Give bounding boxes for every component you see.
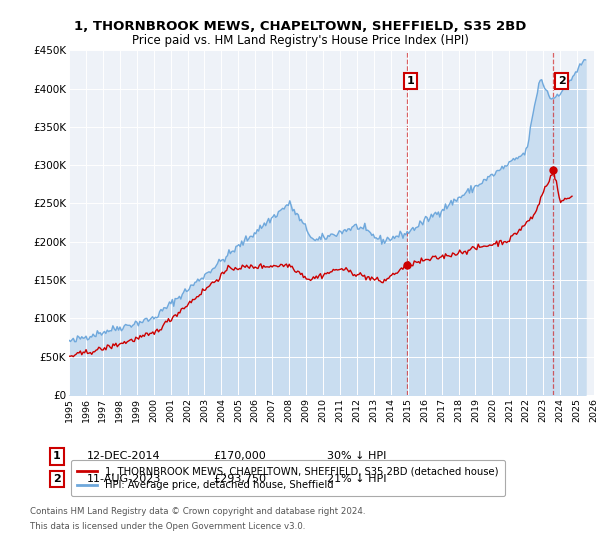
Text: 1: 1: [53, 451, 61, 461]
Text: 11-AUG-2023: 11-AUG-2023: [87, 474, 161, 484]
Text: £293,750: £293,750: [213, 474, 266, 484]
Text: 1: 1: [406, 76, 414, 86]
Text: Price paid vs. HM Land Registry's House Price Index (HPI): Price paid vs. HM Land Registry's House …: [131, 34, 469, 46]
Text: 2: 2: [53, 474, 61, 484]
Text: 2: 2: [558, 76, 566, 86]
Text: This data is licensed under the Open Government Licence v3.0.: This data is licensed under the Open Gov…: [30, 522, 305, 531]
Text: 12-DEC-2014: 12-DEC-2014: [87, 451, 161, 461]
Text: 21% ↓ HPI: 21% ↓ HPI: [327, 474, 386, 484]
Text: Contains HM Land Registry data © Crown copyright and database right 2024.: Contains HM Land Registry data © Crown c…: [30, 507, 365, 516]
Text: 30% ↓ HPI: 30% ↓ HPI: [327, 451, 386, 461]
Text: £170,000: £170,000: [213, 451, 266, 461]
Text: 1, THORNBROOK MEWS, CHAPELTOWN, SHEFFIELD, S35 2BD: 1, THORNBROOK MEWS, CHAPELTOWN, SHEFFIEL…: [74, 20, 526, 32]
Legend: 1, THORNBROOK MEWS, CHAPELTOWN, SHEFFIELD, S35 2BD (detached house), HPI: Averag: 1, THORNBROOK MEWS, CHAPELTOWN, SHEFFIEL…: [71, 460, 505, 496]
